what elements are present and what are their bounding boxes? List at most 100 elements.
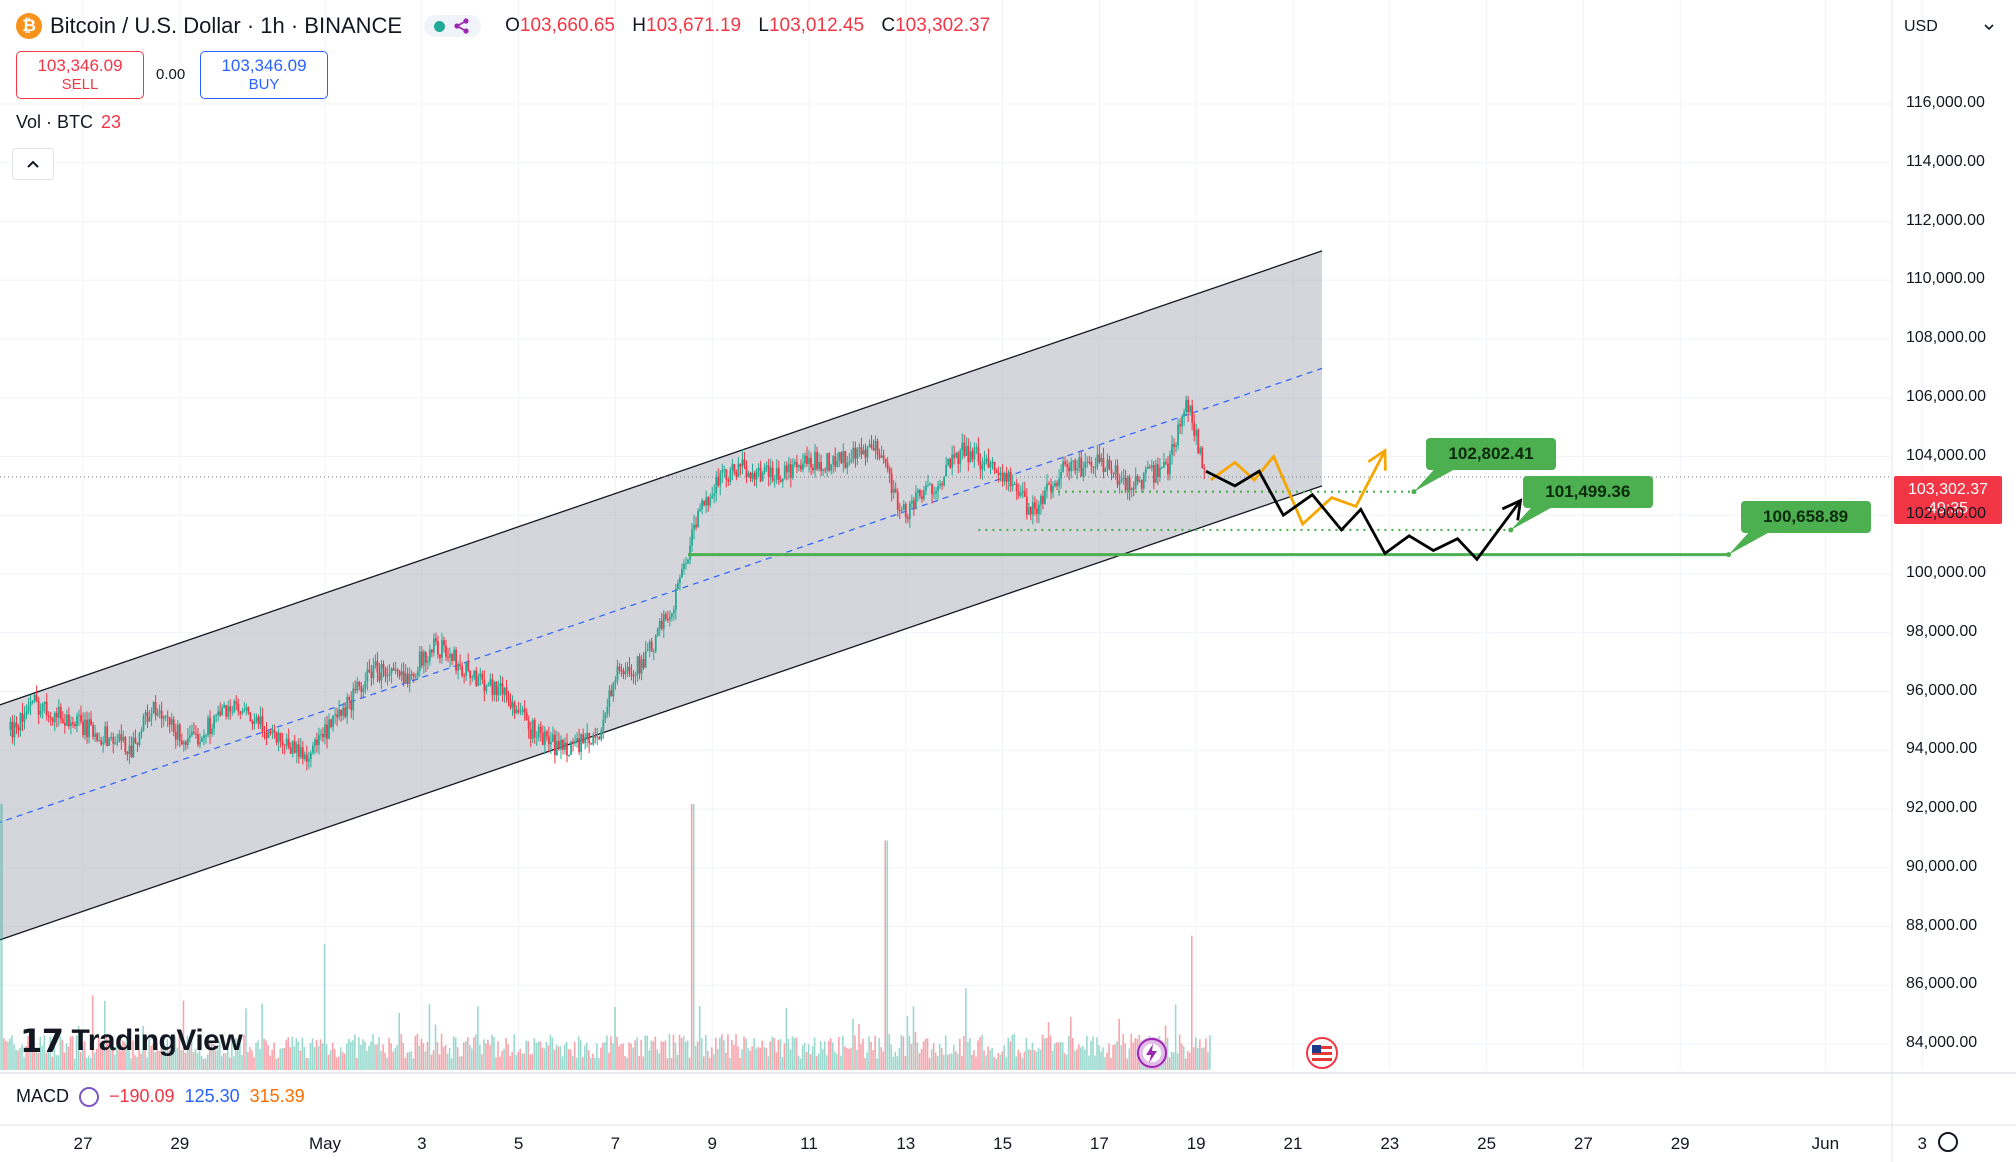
collapse-legend-button[interactable] bbox=[12, 148, 54, 180]
volume-bar bbox=[1180, 1043, 1183, 1070]
candle-body bbox=[1138, 480, 1141, 482]
currency-selector[interactable]: USD bbox=[1896, 10, 2006, 44]
support-label-100658[interactable]: 100,658.89 bbox=[1740, 500, 1871, 533]
sell-button[interactable]: 103,346.09 SELL bbox=[16, 51, 144, 99]
gear-icon[interactable] bbox=[1938, 1132, 1958, 1152]
candle-body bbox=[554, 734, 556, 756]
candle-body bbox=[78, 714, 80, 717]
volume-bar bbox=[1100, 1051, 1102, 1070]
volume-bar bbox=[454, 1037, 457, 1070]
candle-body bbox=[1154, 464, 1157, 483]
macd-legend[interactable]: MACD −190.09 125.30 315.39 bbox=[16, 1086, 305, 1107]
candle-body bbox=[400, 671, 403, 676]
volume-bar bbox=[563, 1044, 566, 1070]
volume-bar bbox=[529, 1054, 532, 1070]
volume-bar bbox=[519, 1048, 522, 1070]
candle-body bbox=[90, 719, 92, 725]
candle-body bbox=[1001, 472, 1004, 482]
time-axis-label: 15 bbox=[993, 1134, 1013, 1153]
volume-bar bbox=[668, 1033, 671, 1070]
candle-body bbox=[624, 671, 627, 675]
candle-body bbox=[802, 463, 804, 470]
volume-bar bbox=[406, 1052, 409, 1070]
candle-body bbox=[908, 503, 911, 520]
volume-bar bbox=[331, 1042, 334, 1070]
buy-button[interactable]: 103,346.09 BUY bbox=[200, 51, 328, 99]
candle-body bbox=[344, 707, 347, 717]
candle-body bbox=[1195, 429, 1198, 436]
support-label-102802[interactable]: 102,802.41 bbox=[1426, 437, 1556, 470]
candle-body bbox=[37, 700, 40, 715]
candle-body bbox=[346, 697, 349, 717]
market-status-pill[interactable] bbox=[424, 15, 482, 37]
candle-body bbox=[1007, 471, 1010, 482]
symbol-title[interactable]: Bitcoin / U.S. Dollar · 1h · BINANCE bbox=[50, 13, 403, 38]
volume-bar bbox=[313, 1047, 316, 1070]
volume-bar bbox=[827, 1040, 830, 1070]
candle-body bbox=[606, 706, 609, 714]
volume-bar bbox=[1174, 1004, 1177, 1070]
volume-bar bbox=[475, 1034, 477, 1070]
lightning-event-icon[interactable] bbox=[1136, 1037, 1168, 1069]
candle-body bbox=[1096, 454, 1099, 467]
candle-body bbox=[533, 720, 536, 738]
candle-body bbox=[227, 706, 230, 717]
volume-bar bbox=[180, 1050, 183, 1070]
volume-bar bbox=[1201, 1047, 1203, 1070]
volume-legend[interactable]: Vol · BTC 23 bbox=[16, 112, 121, 133]
volume-bar bbox=[614, 1006, 616, 1070]
ohlc-readout: O103,660.65 H103,671.19 L103,012.45 C103… bbox=[505, 15, 1002, 37]
volume-bar bbox=[985, 1055, 987, 1070]
indicator-settings-icon[interactable] bbox=[79, 1086, 99, 1107]
candle-body bbox=[1106, 459, 1109, 469]
volume-bar bbox=[93, 1052, 96, 1070]
volume-bar bbox=[967, 1041, 969, 1070]
volume-bar bbox=[608, 1052, 610, 1070]
candle-body bbox=[186, 737, 189, 745]
time-axis-label: Jun bbox=[1811, 1134, 1840, 1153]
candle-body bbox=[39, 710, 42, 715]
candle-body bbox=[675, 588, 677, 610]
volume-bar bbox=[547, 1045, 550, 1070]
candle-body bbox=[301, 747, 304, 759]
bullish-arrowhead bbox=[1367, 448, 1387, 471]
support-label-101499[interactable]: 101,499.36 bbox=[1522, 475, 1653, 508]
buy-price: 103,346.09 bbox=[221, 56, 307, 75]
volume-bar bbox=[797, 1055, 800, 1070]
volume-bar bbox=[721, 1034, 723, 1070]
candle-body bbox=[1181, 416, 1183, 427]
volume-bar bbox=[341, 1051, 344, 1070]
volume-bar bbox=[412, 1058, 415, 1070]
candle-body bbox=[1003, 473, 1006, 482]
candle-body bbox=[596, 736, 599, 738]
volume-bar bbox=[511, 1051, 513, 1070]
candle-body bbox=[709, 497, 712, 506]
candle-body bbox=[558, 740, 560, 750]
price-axis-label: 112,000.00 bbox=[1906, 211, 1985, 229]
volume-bar bbox=[662, 1041, 665, 1070]
volume-bar bbox=[688, 1057, 691, 1070]
time-axis-label: 13 bbox=[896, 1134, 916, 1153]
volume-bar bbox=[922, 1041, 925, 1070]
candle-body bbox=[505, 687, 508, 696]
macd-value: −190.09 bbox=[109, 1086, 175, 1106]
candle-body bbox=[961, 442, 964, 451]
candle-body bbox=[812, 467, 814, 471]
candle-body bbox=[919, 490, 921, 497]
volume-bar bbox=[279, 1048, 282, 1070]
volume-bar bbox=[243, 1034, 245, 1070]
volume-bar bbox=[1197, 1047, 1199, 1070]
volume-bar bbox=[1084, 1049, 1086, 1070]
candle-body bbox=[320, 734, 322, 736]
volume-bar bbox=[182, 1000, 185, 1070]
volume-bar bbox=[11, 1035, 13, 1070]
candle-body bbox=[96, 733, 99, 741]
us-flag-event-icon[interactable] bbox=[1306, 1037, 1338, 1069]
volume-bar bbox=[959, 1038, 961, 1070]
candle-body bbox=[309, 752, 312, 760]
tradingview-logo[interactable]: 𝟭𝟳 TradingView bbox=[20, 1022, 243, 1060]
volume-bar bbox=[700, 1038, 703, 1070]
candle-body bbox=[457, 664, 459, 671]
volume-bar bbox=[1114, 1044, 1116, 1070]
